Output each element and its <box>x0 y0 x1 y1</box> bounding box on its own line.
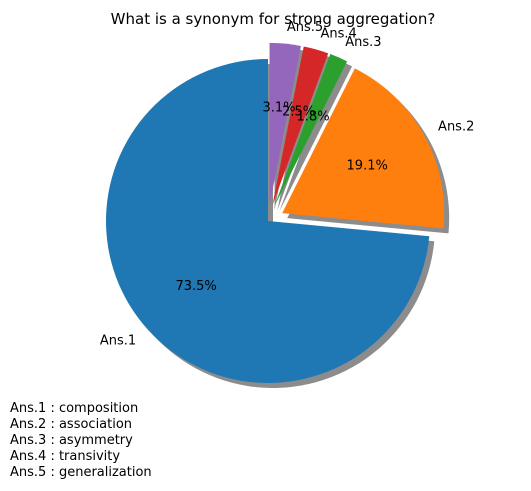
slice-percent-label: 1.8% <box>297 109 330 124</box>
slice-percent-label: 19.1% <box>347 159 388 174</box>
slice-percent-label: 3.1% <box>263 101 296 116</box>
slice-shadow <box>279 59 353 212</box>
label-layer: Ans.1 73.5% Ans.2 19.1% Ans.3 1.8% Ans.4 2.5% An… <box>100 20 474 348</box>
slice-percent-label: 2.5% <box>282 104 315 119</box>
legend-note: Ans.3 : asymmetry <box>10 433 133 448</box>
chart-title: What is a synonym for strong aggregation… <box>111 10 436 28</box>
slice-label: Ans.5 <box>287 20 323 35</box>
legend-note: Ans.2 : association <box>10 417 133 432</box>
slice-label: Ans.4 <box>320 26 356 41</box>
legend-note: Ans.4 : transivity <box>10 449 121 464</box>
slice-layer <box>106 42 445 383</box>
pie-slice-ans2 <box>282 68 445 229</box>
slice-label: Ans.3 <box>345 35 381 50</box>
pie-slice-ans1 <box>106 59 430 383</box>
slice-label: Ans.1 <box>100 333 136 348</box>
pie-slice-ans4 <box>272 46 329 206</box>
legend-notes: Ans.1 : composition Ans.2 : association … <box>10 401 152 481</box>
pie-slice-ans5 <box>269 42 301 205</box>
slice-label: Ans.2 <box>438 119 474 134</box>
pie-slice-ans3 <box>274 54 348 207</box>
legend-note: Ans.1 : composition <box>10 401 139 416</box>
slice-percent-label: 73.5% <box>175 279 216 294</box>
legend-note: Ans.5 : generalization <box>10 465 152 480</box>
